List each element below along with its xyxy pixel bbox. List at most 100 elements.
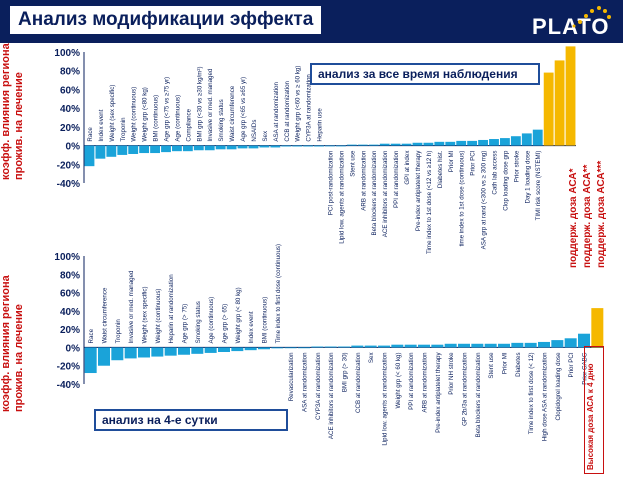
chart-bar: [368, 144, 379, 146]
chart-bar: [554, 60, 565, 146]
chart-bar: [111, 347, 124, 361]
category-label: PPI at randomization: [408, 352, 415, 410]
category-label: Compliance: [185, 108, 192, 141]
chart-bar: [458, 343, 470, 348]
category-label: Beta blockers at randomization: [475, 352, 482, 438]
category-label: Heparin use: [317, 108, 324, 142]
header-bar: Анализ модификации эффекта PLATO: [0, 0, 623, 43]
chart-bar: [138, 347, 150, 358]
category-label: Age grp (<65 vs ≥65 yr): [240, 77, 247, 142]
chart-bar: [84, 347, 97, 374]
chart-bar: [564, 338, 577, 348]
chart-bar: [164, 347, 177, 356]
bottom-legend-box: [584, 346, 604, 474]
chart-bar: [418, 344, 430, 348]
category-label: NSAIDs: [251, 120, 258, 142]
y-tick-label: 80%: [60, 270, 80, 281]
chart-bar: [292, 145, 303, 147]
chart-bar: [248, 145, 259, 149]
chart-bar: [524, 342, 537, 348]
chart-bar: [484, 343, 497, 348]
chart-bar: [478, 139, 488, 146]
chart-bar: [106, 145, 117, 157]
category-label: CCB at randomization: [355, 352, 362, 413]
category-label: Prior PCI: [568, 352, 575, 377]
category-label: Prior stroke: [513, 150, 520, 182]
chart-bar: [467, 140, 478, 146]
chart-bar: [346, 144, 357, 146]
chart-bar: [379, 143, 390, 146]
chart-bar: [444, 343, 457, 348]
y-tick-label: 20%: [60, 123, 80, 134]
category-label: Waist circumference: [102, 287, 109, 343]
logo-dots-icon: [572, 6, 611, 28]
chart-bar: [434, 141, 445, 146]
category-label: Age (continuous): [208, 297, 215, 344]
category-label: Time index to 1st dose (<12 vs ≥12 h): [426, 151, 433, 254]
category-label: Index event: [248, 311, 255, 343]
chart-bar: [351, 345, 364, 348]
category-label: ARB at randomization: [360, 150, 367, 211]
top-y-axis-label-line2: прожив. на лечение: [13, 72, 25, 180]
category-label: Invasive or med. managed: [207, 68, 214, 141]
y-tick-label: -40%: [57, 179, 80, 190]
category-label: Diabetes hist.: [437, 150, 444, 188]
category-label: Sex: [368, 352, 375, 364]
chart-bar: [161, 145, 171, 153]
y-tick-label: 100%: [54, 252, 80, 263]
chart-bar: [338, 346, 350, 348]
category-label: Weight (sex specific): [109, 85, 116, 142]
category-label: Beta blockers at randomization: [371, 150, 378, 236]
top-y-axis-label: коэфф. влияния региона прожив. на лечени…: [0, 43, 26, 180]
category-label: Pre-index antiplatelet therapy: [415, 150, 422, 231]
category-label: Stent use: [349, 150, 356, 177]
category-label: Time index to first dose (continuous): [275, 244, 282, 344]
chart-bar: [311, 346, 324, 348]
category-label: Age (continuous): [174, 95, 181, 142]
chart-bar: [404, 344, 417, 348]
chart-bar: [511, 342, 524, 348]
category-label: Weight grp (<60 vs ≥ 60 kg): [295, 66, 302, 142]
category-label: Age grp (> 65): [222, 304, 229, 344]
category-label: ARB at randomization: [422, 352, 429, 413]
category-label: Weight (sex specific): [142, 286, 149, 343]
category-label: High dose ASA at randomization: [542, 352, 549, 441]
y-tick-label: 20%: [60, 325, 80, 336]
category-label: BMI (continuous): [262, 297, 269, 344]
chart-bar: [378, 345, 390, 348]
category-label: Lipid low. agents at randomization: [338, 150, 345, 244]
category-label: Clop loading dose grp: [502, 150, 509, 211]
category-label: Prior PCI: [470, 150, 477, 175]
y-tick-label: 80%: [60, 67, 80, 78]
chart-bar: [151, 347, 164, 357]
category-label: Race: [87, 127, 94, 142]
top-y-axis-label-line1: коэфф. влияния региона: [0, 43, 12, 180]
chart-bar: [489, 139, 499, 146]
chart-bar: [281, 145, 292, 147]
chart-bar: [215, 145, 226, 150]
category-label: Stent use: [488, 352, 495, 379]
chart-bar: [391, 344, 404, 348]
chart-bar: [98, 347, 110, 366]
category-label: Prior NH stroke: [448, 352, 455, 395]
top-legend-label-3: поддерж. доза АСА***: [596, 160, 607, 268]
bottom-callout: анализ на 4-е сутки: [94, 409, 288, 431]
category-label: CYP3A at randomization: [306, 74, 313, 142]
y-tick-label: 0%: [66, 343, 81, 354]
chart-bar: [95, 145, 106, 159]
category-label: Weight grp (<80 kg): [142, 87, 149, 141]
chart-bar: [401, 143, 412, 146]
category-label: ASA at randomization: [273, 82, 280, 142]
chart-bar: [324, 346, 337, 348]
category-label: Weight grp (< 80 kg): [235, 287, 242, 343]
y-tick-label: -20%: [57, 160, 80, 171]
category-label: GPI at index: [404, 150, 411, 185]
chart-bar: [178, 347, 190, 355]
chart-bar: [510, 136, 521, 146]
category-label: Smoking status: [195, 301, 202, 343]
category-label: TIMI risk score (NSTEMI): [535, 151, 542, 221]
category-label: Lipid low. agents at randomization: [382, 352, 389, 446]
chart-bar: [244, 347, 257, 351]
